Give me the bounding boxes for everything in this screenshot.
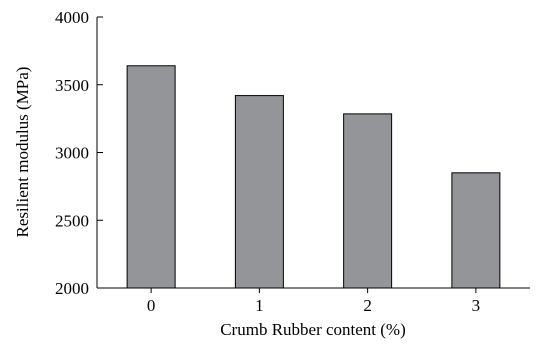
y-tick-label: 3000	[55, 144, 89, 163]
y-tick-label: 2500	[55, 211, 89, 230]
y-tick-label: 4000	[55, 8, 89, 27]
x-tick-label: 3	[472, 296, 481, 315]
bars-group	[126, 65, 501, 289]
bar-1	[234, 95, 284, 289]
x-tick-label: 2	[363, 296, 372, 315]
x-ticks-group: 0 1 2 3	[147, 288, 480, 315]
bar-0	[126, 65, 176, 289]
y-tick-label: 2000	[55, 279, 89, 298]
y-ticks-group: 2000 2500 3000 3500 4000	[55, 8, 103, 298]
x-axis-label: Crumb Rubber content (%)	[220, 320, 406, 339]
x-tick-label: 0	[147, 296, 156, 315]
bar-3	[451, 172, 501, 289]
bar-2	[343, 113, 393, 289]
x-tick-label: 1	[255, 296, 264, 315]
y-axis-label: Resilient modulus (MPa)	[13, 67, 32, 238]
y-tick-label: 3500	[55, 76, 89, 95]
